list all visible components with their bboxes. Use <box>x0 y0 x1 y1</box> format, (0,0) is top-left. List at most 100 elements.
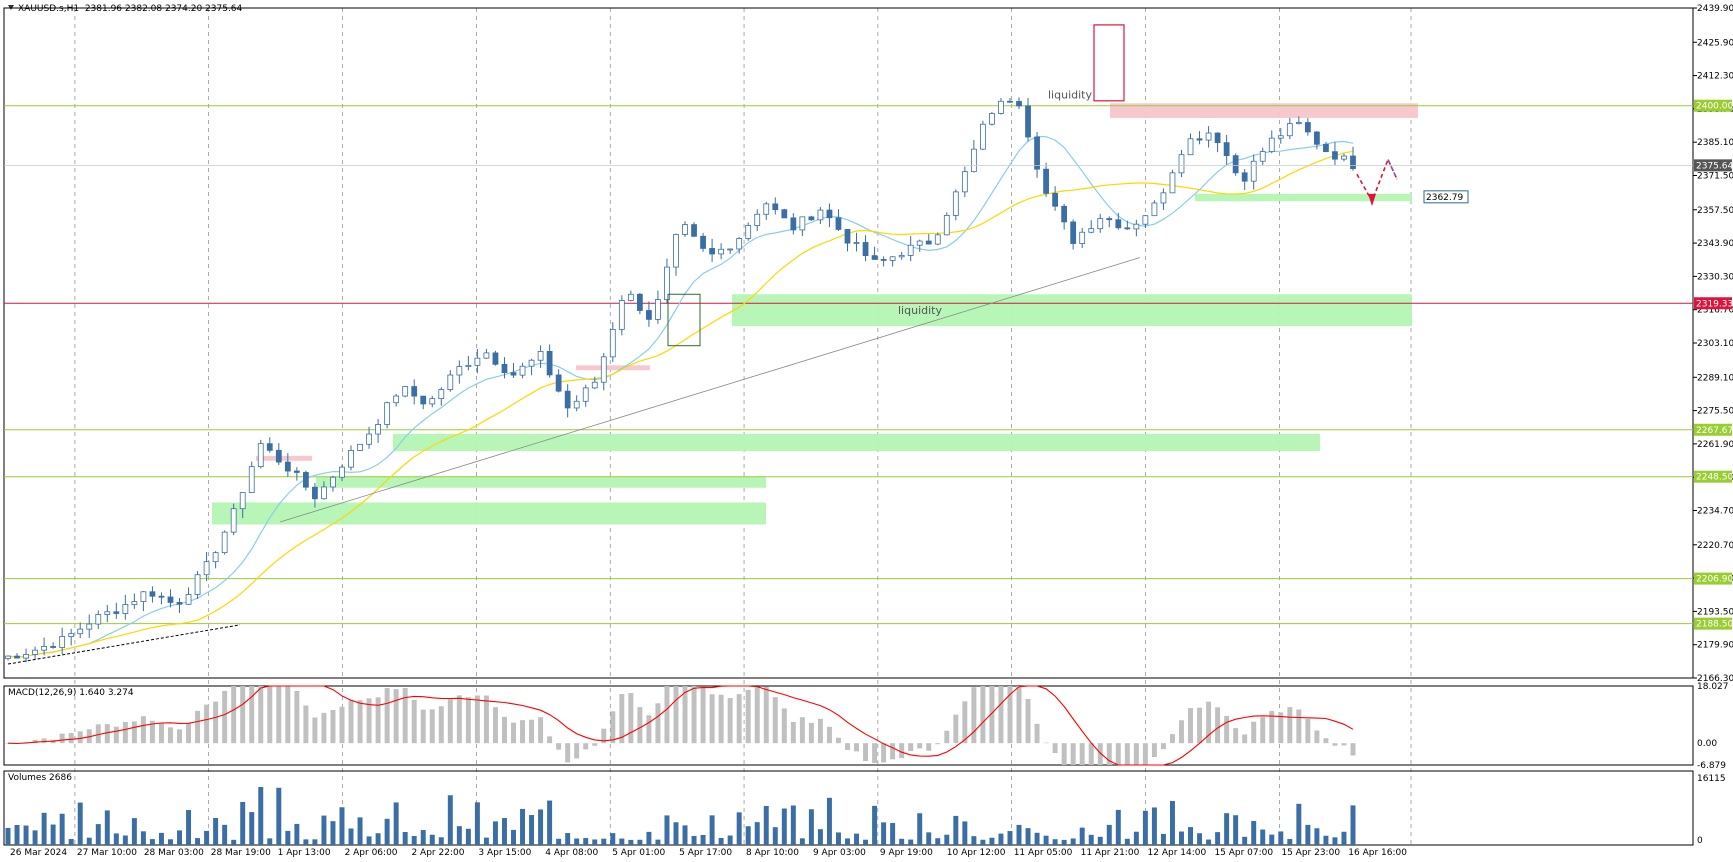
candle <box>420 395 427 405</box>
volume-bar <box>149 839 155 845</box>
volume-bar <box>1323 835 1329 845</box>
candle <box>889 256 896 261</box>
volume-bar <box>1314 828 1320 845</box>
macd-histogram-bar <box>1215 707 1221 744</box>
volume-bar <box>1251 820 1257 845</box>
macd-histogram-bar <box>935 743 941 745</box>
macd-histogram-bar <box>483 695 489 744</box>
volume-bar <box>276 787 282 845</box>
candle <box>1277 135 1284 139</box>
macd-histogram-bar <box>691 686 697 744</box>
macd-histogram-bar <box>953 714 959 744</box>
macd-histogram-bar <box>854 743 860 752</box>
volume-bar <box>1350 805 1356 845</box>
macd-histogram-bar <box>980 686 986 744</box>
macd-histogram-bar <box>727 698 733 744</box>
volume-bar <box>339 807 345 845</box>
candle <box>1151 202 1158 217</box>
candle <box>68 633 75 637</box>
candle <box>700 235 706 249</box>
candle <box>1314 131 1320 145</box>
candle <box>1341 155 1347 160</box>
volume-bar <box>854 833 860 845</box>
level-price-label: 2248.50 <box>1696 473 1733 483</box>
candle <box>871 255 878 260</box>
volume-bar <box>610 833 616 845</box>
candle <box>1160 192 1167 204</box>
macd-histogram-bar <box>1197 707 1203 744</box>
volume-bar <box>447 795 453 845</box>
volume-bar <box>1305 824 1311 845</box>
macd-histogram-bar <box>1106 743 1112 765</box>
volume-bar <box>267 838 273 845</box>
volume-bar <box>1052 839 1058 845</box>
macd-histogram-bar <box>429 709 435 744</box>
macd-histogram-bar <box>574 743 580 759</box>
volume-bar <box>231 839 237 845</box>
candle <box>1241 172 1248 182</box>
volume-bar <box>709 815 715 845</box>
candle <box>312 486 318 500</box>
volume-bar <box>41 812 47 845</box>
macd-histogram-bar <box>826 726 832 744</box>
x-tick-label: 15 Apr 07:00 <box>1214 848 1273 858</box>
macd-histogram-bar <box>339 706 345 744</box>
volume-bar <box>781 808 787 845</box>
macd-histogram-bar <box>872 743 878 763</box>
level-price-tag <box>1694 297 1732 310</box>
candle <box>176 602 183 605</box>
volume-bar <box>745 826 751 845</box>
macd-histogram-bar <box>1124 743 1130 765</box>
volume-bar <box>1341 831 1347 845</box>
candle <box>772 203 779 211</box>
price-zone <box>393 433 1320 451</box>
volume-bar <box>411 836 417 845</box>
candle <box>673 234 679 268</box>
macd-histogram-bar <box>673 686 679 744</box>
candle <box>50 646 57 648</box>
volume-bar <box>817 829 823 845</box>
volume-bar <box>465 828 471 845</box>
volume-bar <box>520 808 526 845</box>
volume-bar <box>547 800 553 845</box>
candle <box>212 552 219 563</box>
candle <box>1323 143 1329 153</box>
candle <box>907 244 914 256</box>
macd-histogram-bar <box>59 733 65 744</box>
candle <box>203 561 210 576</box>
macd-histogram-bar <box>556 743 562 750</box>
volume-bar <box>474 802 480 845</box>
macd-histogram-bar <box>1314 730 1320 744</box>
macd-histogram-bar <box>1323 738 1329 744</box>
candle <box>961 171 968 193</box>
candle <box>393 395 400 404</box>
y-tick-label: 2179.90 <box>1697 641 1733 651</box>
support-trendline <box>279 257 1141 523</box>
candle <box>1097 218 1104 230</box>
candle <box>1332 151 1338 160</box>
macd-histogram-bar <box>501 716 507 744</box>
macd-histogram-bar <box>520 720 526 744</box>
candle <box>447 374 454 390</box>
candle <box>627 293 634 301</box>
volume-bar <box>501 818 507 845</box>
macd-histogram-bar <box>637 707 643 744</box>
volume-bar <box>177 830 182 845</box>
candle <box>691 224 697 237</box>
candle <box>1025 105 1031 138</box>
volume-bar <box>1106 824 1112 845</box>
macd-histogram-bar <box>1296 709 1302 744</box>
volume-bar <box>700 834 706 845</box>
macd-histogram-bar <box>863 743 869 762</box>
volume-bar <box>601 838 607 845</box>
volume-bar <box>131 818 137 845</box>
candle <box>266 443 273 451</box>
candle <box>293 470 300 473</box>
macd-histogram-bar <box>1305 719 1311 744</box>
volume-bar <box>32 830 38 845</box>
liquidity-annotation-top: liquidity <box>1048 88 1092 101</box>
candle <box>1007 100 1013 103</box>
volume-bar <box>1242 836 1248 845</box>
x-tick-label: 5 Apr 01:00 <box>612 848 665 858</box>
